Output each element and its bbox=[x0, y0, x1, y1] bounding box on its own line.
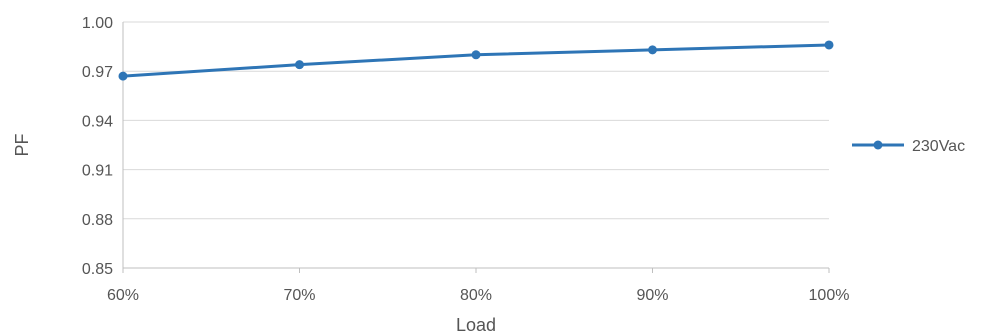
y-tick-label: 0.88 bbox=[82, 212, 113, 229]
data-point bbox=[118, 71, 128, 81]
data-point bbox=[471, 50, 481, 60]
x-axis-title: Load bbox=[456, 315, 496, 335]
y-tick-label: 1.00 bbox=[82, 15, 113, 32]
gridlines bbox=[123, 21, 829, 220]
x-tick-label: 80% bbox=[460, 287, 492, 304]
x-tick-label: 70% bbox=[283, 287, 315, 304]
legend: 230Vac bbox=[852, 138, 965, 155]
y-axis-title: PF bbox=[12, 133, 32, 156]
x-tick-label: 100% bbox=[809, 287, 850, 304]
axes bbox=[122, 22, 830, 273]
legend-label-230vac: 230Vac bbox=[912, 138, 965, 155]
x-tick-label: 60% bbox=[107, 287, 139, 304]
tick-labels: 0.85 0.88 0.91 0.94 0.97 1.00 60% 70% 80% 90% 100% bbox=[82, 15, 850, 304]
y-tick-label: 0.85 bbox=[82, 261, 113, 278]
data-point bbox=[295, 60, 304, 70]
data-point bbox=[648, 45, 657, 55]
legend-marker-230vac bbox=[873, 140, 883, 150]
data-point bbox=[824, 40, 834, 50]
x-tick-label: 90% bbox=[636, 287, 668, 304]
y-tick-label: 0.91 bbox=[82, 163, 113, 180]
y-tick-label: 0.94 bbox=[82, 113, 113, 130]
data-series bbox=[118, 40, 834, 81]
y-tick-label: 0.97 bbox=[82, 64, 113, 81]
